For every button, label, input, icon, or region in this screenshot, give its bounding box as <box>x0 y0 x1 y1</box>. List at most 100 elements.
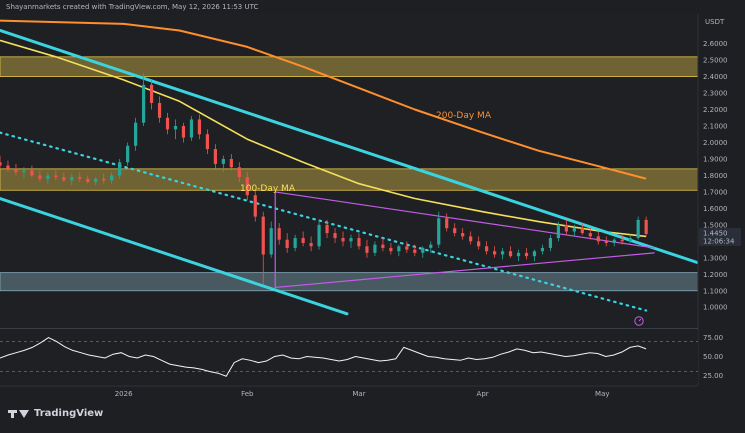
last-price-timer: 12:06:34 <box>703 237 735 245</box>
candle <box>157 102 162 118</box>
price-tick-label: 2.4000 <box>703 73 728 81</box>
candle <box>453 228 457 234</box>
candle <box>492 251 497 255</box>
candle <box>421 247 425 253</box>
candle <box>381 244 385 248</box>
candle <box>221 158 225 164</box>
candle <box>485 246 489 252</box>
candle <box>22 170 26 173</box>
candle <box>389 247 393 252</box>
candle <box>86 178 90 183</box>
price-tick-label: 1.1000 <box>703 287 728 295</box>
ma200-label: 200-Day MA <box>436 111 492 121</box>
rsi-tick-label: 50.00 <box>703 353 723 361</box>
price-tick-label: 2.3000 <box>703 90 728 98</box>
candle <box>588 233 592 237</box>
candle <box>532 251 537 257</box>
candle <box>620 239 624 242</box>
candle <box>134 122 138 146</box>
candle <box>293 238 297 248</box>
candle <box>357 238 361 247</box>
price-tick-label: 2.0000 <box>703 139 728 147</box>
candle <box>333 233 337 239</box>
candle <box>301 238 305 243</box>
candle <box>78 177 82 179</box>
candle <box>580 228 584 234</box>
price-tick-label: 1.8000 <box>703 172 728 180</box>
candle <box>149 84 154 103</box>
candle <box>309 242 313 247</box>
channel-upper-line <box>0 28 700 265</box>
candle <box>540 247 545 252</box>
candle <box>181 126 186 138</box>
candle <box>30 170 34 176</box>
candle <box>397 246 401 252</box>
candle <box>205 134 210 150</box>
price-tick-label: 2.1000 <box>703 123 728 131</box>
price-tick-label: 1.3000 <box>703 254 728 262</box>
candle <box>596 236 600 242</box>
price-tick-label: 2.2000 <box>703 106 728 114</box>
currency-label: USDT <box>705 18 725 26</box>
candle <box>429 244 433 248</box>
last-price-label: 1.4450 <box>703 229 728 237</box>
candle <box>445 218 449 229</box>
candle <box>110 175 114 181</box>
candle <box>349 238 353 242</box>
candle <box>564 224 568 232</box>
rsi-tick-label: 75.00 <box>703 334 723 342</box>
wedge-lower-line <box>274 252 655 289</box>
candle <box>173 126 178 130</box>
candle <box>477 241 481 247</box>
candle <box>14 168 18 173</box>
candle <box>269 228 273 255</box>
candle <box>548 238 553 248</box>
candle <box>6 165 10 169</box>
candle <box>325 224 329 234</box>
candle <box>102 178 106 181</box>
alert-clock-hand <box>638 318 642 322</box>
candle <box>165 117 170 130</box>
candle <box>461 233 465 237</box>
tradingview-logo-icon <box>8 408 30 419</box>
candle <box>365 246 369 253</box>
candle <box>500 251 505 255</box>
candle <box>189 119 194 138</box>
rsi-tick-label: 25.00 <box>703 372 723 380</box>
candle <box>413 249 417 253</box>
price-tick-label: 2.6000 <box>703 40 728 48</box>
candle <box>341 238 345 242</box>
time-tick-label: Feb <box>241 390 254 398</box>
candle <box>572 228 576 232</box>
price-tick-label: 1.9000 <box>703 155 728 163</box>
price-tick-label: 1.2000 <box>703 271 728 279</box>
price-tick-label: 1.0000 <box>703 304 728 312</box>
candle <box>604 241 608 243</box>
time-tick-label: Apr <box>477 390 489 398</box>
candle <box>237 167 241 178</box>
ma200-line <box>0 19 647 180</box>
candle <box>261 216 265 255</box>
candle <box>213 149 217 164</box>
candle <box>245 177 249 196</box>
wedge-upper-line <box>274 191 655 249</box>
tradingview-brand: TradingView <box>8 408 103 419</box>
candle <box>508 251 513 257</box>
candle <box>229 158 233 168</box>
candle <box>556 224 560 239</box>
price-axis-bg <box>698 0 745 395</box>
candle <box>437 218 441 245</box>
tradingview-brand-text: TradingView <box>34 408 104 419</box>
candle <box>70 177 74 181</box>
candle <box>469 236 473 242</box>
candle <box>277 228 281 240</box>
candle <box>628 238 632 242</box>
candle <box>197 119 202 135</box>
time-tick-label: 2026 <box>115 390 133 398</box>
price-tick-label: 1.5000 <box>703 221 728 229</box>
candle <box>285 239 289 248</box>
candle <box>118 162 122 176</box>
candle <box>126 145 130 163</box>
